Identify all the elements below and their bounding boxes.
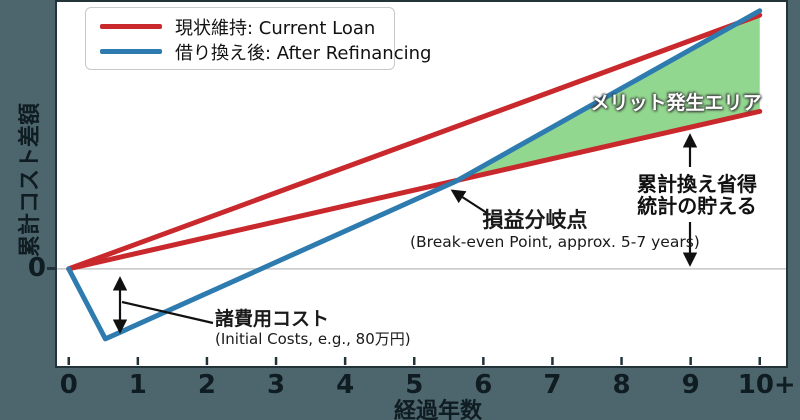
legend-item-after-refinancing: 借り換え後: After Refinancing — [86, 39, 431, 64]
x-tick-label-0: 0 — [59, 370, 78, 400]
savings-label-line2: 統計の貯える — [637, 194, 757, 218]
x-tick-label-2: 2 — [197, 370, 216, 400]
initial-cost-label-jp: 諸費用コスト — [215, 308, 330, 330]
break-even-label-en: (Break-even Point, approx. 5-7 years) — [410, 233, 700, 251]
initial-cost-annotation: 諸費用コスト (Initial Costs, e.g., 80万円) — [215, 308, 411, 348]
x-tick-label-1: 1 — [128, 370, 147, 400]
break-even-label-jp: 損益分岐点 — [482, 208, 588, 232]
x-tick-label-6: 6 — [474, 370, 493, 400]
x-axis-title: 経過年数 — [393, 399, 482, 420]
legend-line-blue — [100, 49, 162, 54]
legend-item-current-loan: 現状維持: Current Loan — [86, 14, 394, 39]
x-tick-label-4: 4 — [336, 370, 355, 400]
y-axis-title: 累計コスト差額 — [18, 103, 43, 258]
merit-area-label: メリット発生エリア — [590, 92, 762, 114]
legend: 現状維持: Current Loan 借り換え後: After Refinanc… — [85, 7, 431, 70]
y-axis-zero-tick-label: 0 — [27, 253, 46, 283]
savings-annotation: 累計換え省得 統計の貯える — [612, 173, 782, 217]
x-tick-label-10+: 10+ — [737, 370, 796, 400]
legend-label-after-refinancing: 借り換え後: After Refinancing — [175, 42, 432, 64]
x-tick-label-3: 3 — [266, 370, 286, 400]
series-line-0 — [66, 12, 763, 272]
break-even-pointer-arrow — [450, 189, 488, 214]
x-tick-label-5: 5 — [405, 370, 424, 400]
initial-cost-connector-line — [121, 300, 214, 325]
break-even-annotation: 損益分岐点 (Break-even Point, approx. 5-7 yea… — [410, 208, 700, 252]
series-line-1 — [66, 108, 763, 272]
legend-line-red — [100, 24, 162, 29]
initial-cost-label-en: (Initial Costs, e.g., 80万円) — [215, 330, 411, 348]
plot-area: 現状維持: Current Loan 借り換え後: After Refinanc… — [55, 0, 788, 368]
chart-canvas — [57, 8, 786, 365]
legend-label-current-loan: 現状維持: Current Loan — [175, 17, 376, 39]
y-zero-tick-mark — [47, 267, 56, 270]
series-line-2 — [66, 8, 763, 342]
x-tick-label-8: 8 — [612, 370, 631, 400]
x-tick-label-7: 7 — [543, 370, 562, 400]
x-tick-label-9: 9 — [681, 370, 700, 400]
savings-label-line1: 累計換え省得 — [637, 172, 757, 196]
